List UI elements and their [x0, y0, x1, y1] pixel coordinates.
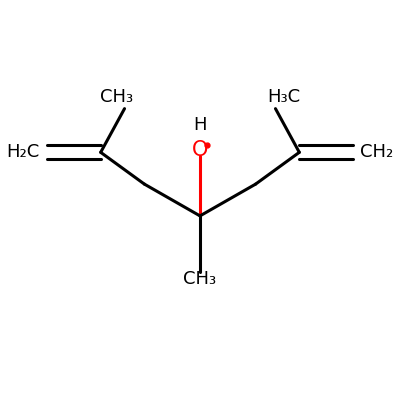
Text: CH₂: CH₂: [360, 143, 393, 161]
Text: CH₃: CH₃: [184, 270, 216, 288]
Text: O: O: [192, 140, 208, 160]
Text: H: H: [193, 116, 207, 134]
Text: H₃C: H₃C: [267, 88, 300, 106]
Text: CH₃: CH₃: [100, 88, 133, 106]
Text: H₂C: H₂C: [7, 143, 40, 161]
